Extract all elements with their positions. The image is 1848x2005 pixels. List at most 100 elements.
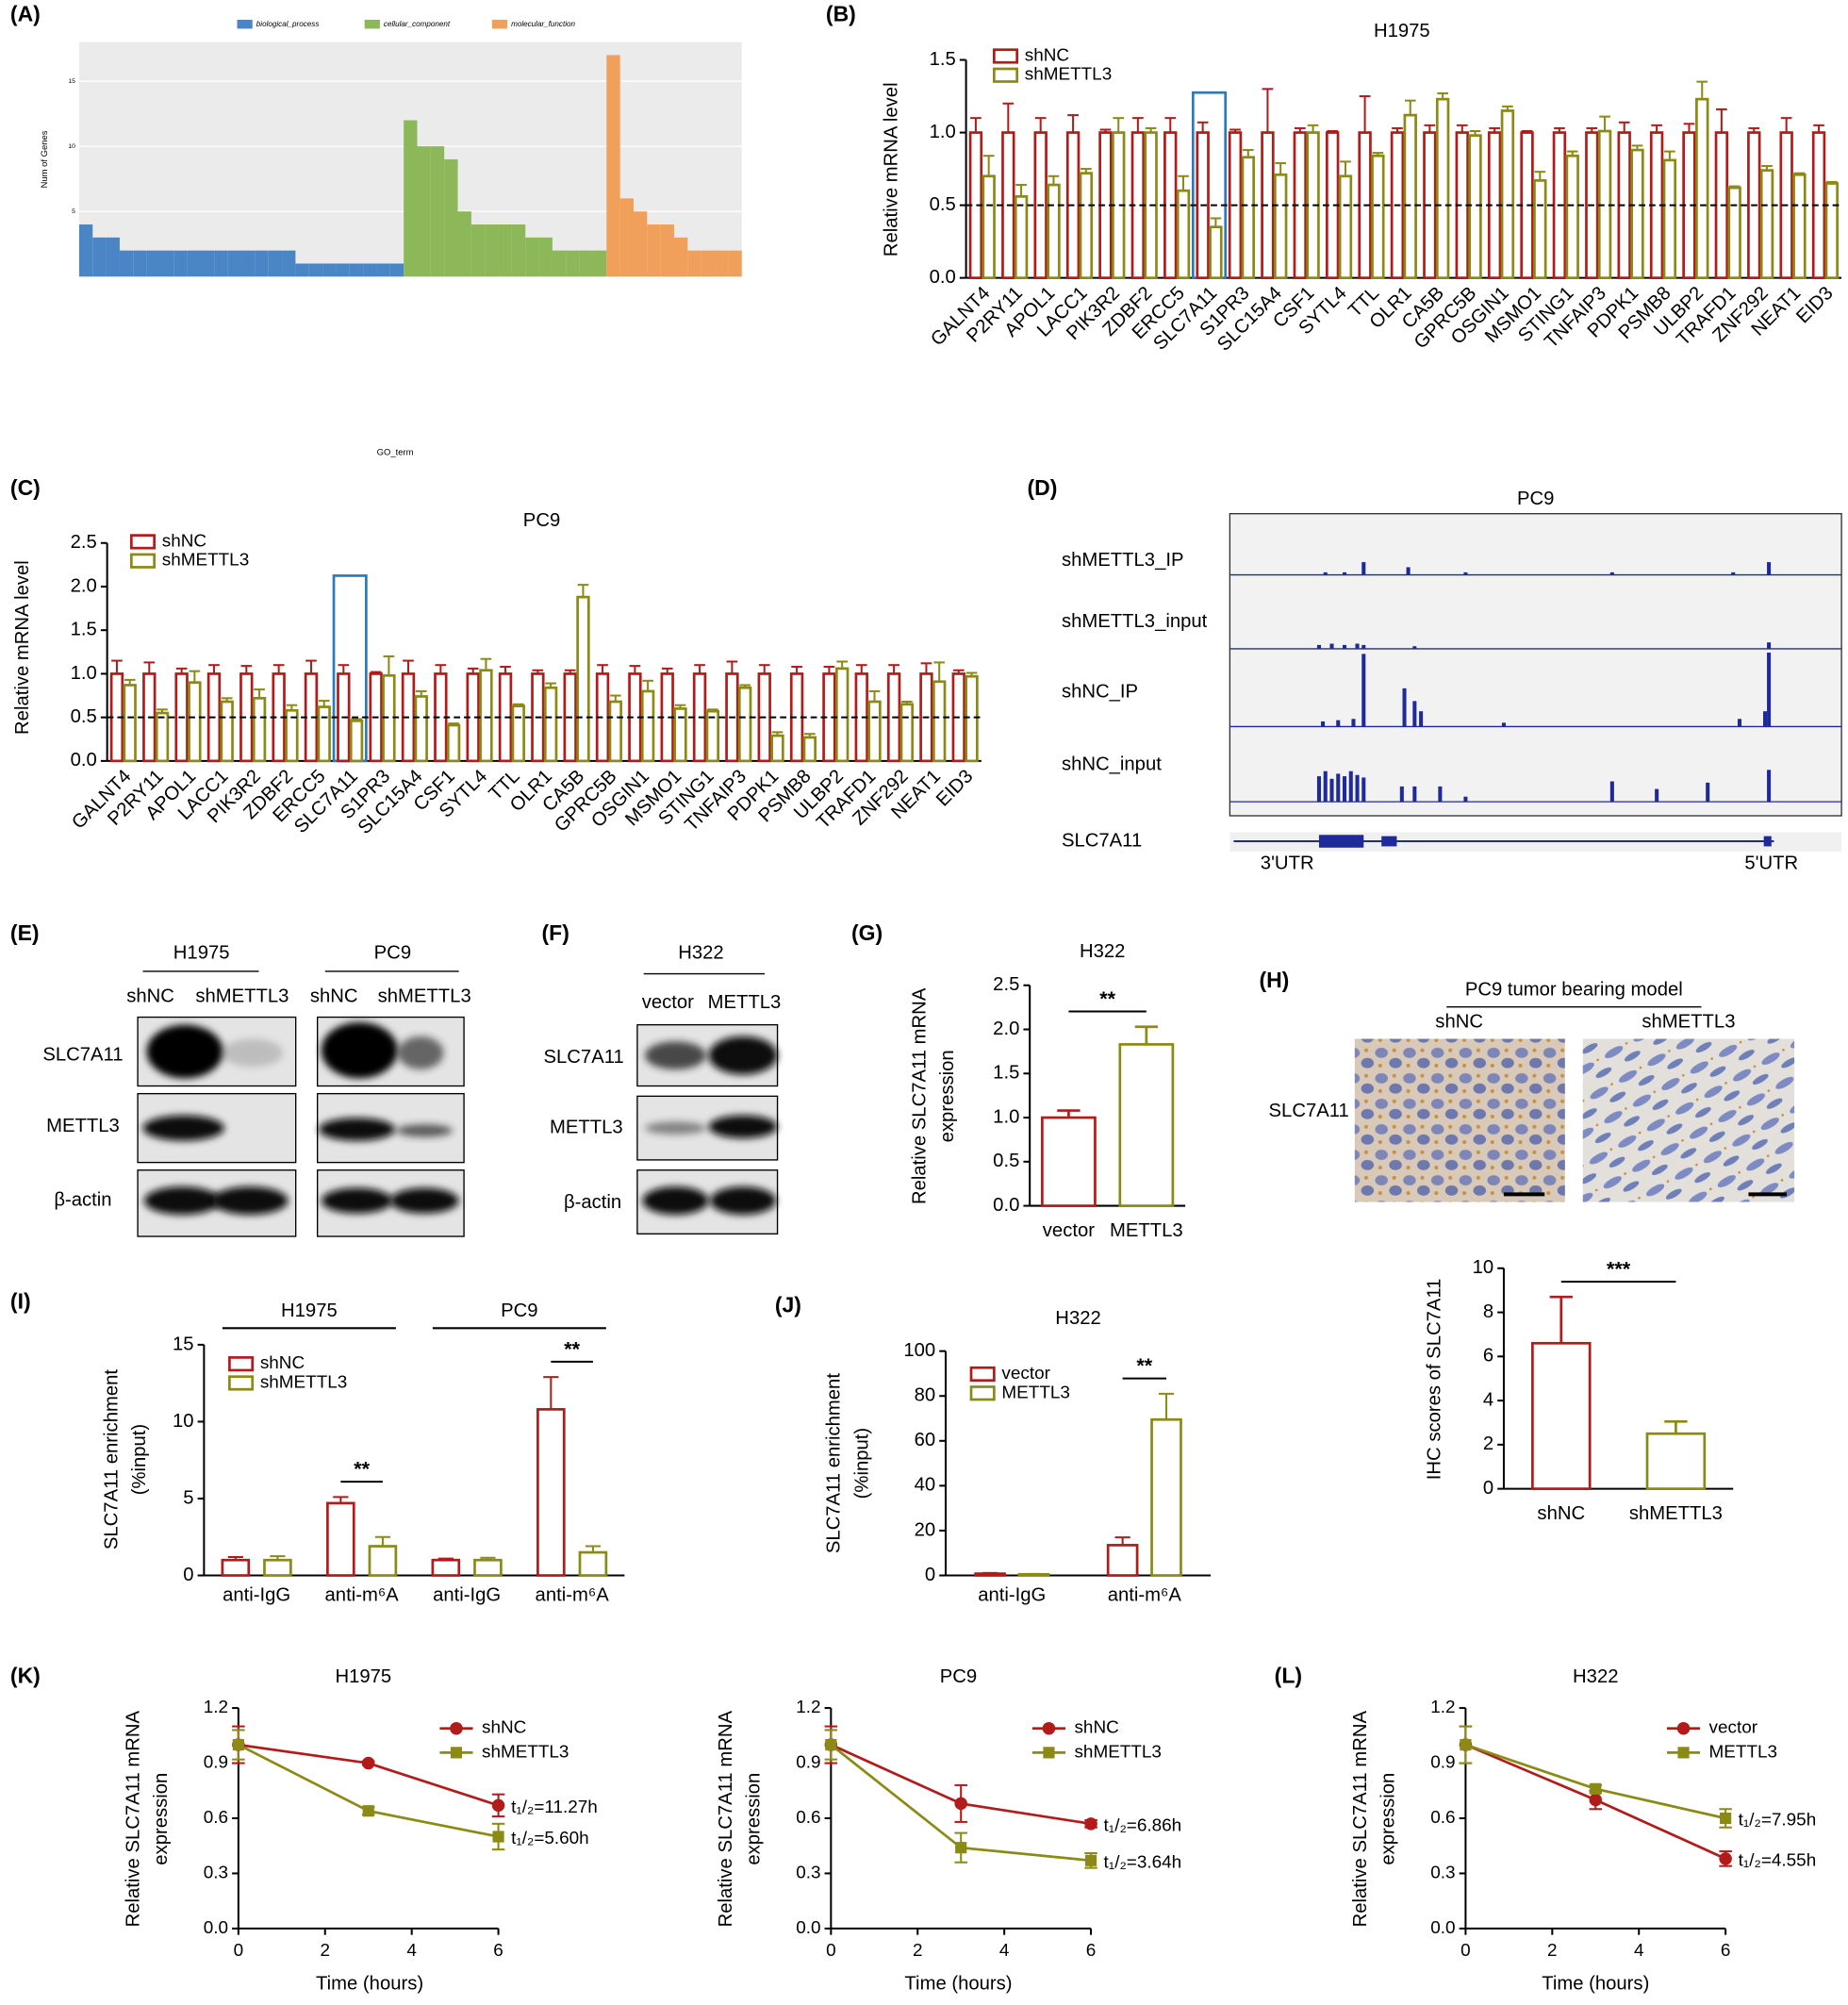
y-axis-label: Relative mRNA level bbox=[882, 82, 902, 257]
annotation: t₁/₂=11.27h bbox=[511, 1798, 598, 1817]
bar bbox=[1435, 97, 1450, 279]
coverage-peak bbox=[1767, 652, 1772, 727]
coverage-peak bbox=[1767, 642, 1772, 649]
bar bbox=[687, 250, 701, 277]
row-label: β-actin bbox=[564, 1192, 621, 1213]
y-axis-label: expression bbox=[937, 1050, 958, 1142]
y-axis-label: Relative SLC7A11 mRNA bbox=[123, 1710, 143, 1927]
marker bbox=[1719, 1852, 1732, 1865]
bar bbox=[566, 250, 580, 277]
blot-images bbox=[636, 1023, 779, 1234]
legend-label: molecular_function bbox=[511, 20, 575, 28]
coverage-peak bbox=[1763, 711, 1768, 727]
y-axis-label: expression bbox=[1378, 1773, 1399, 1865]
y-tick-label: 0.3 bbox=[1430, 1863, 1455, 1882]
bar bbox=[336, 263, 350, 277]
bar bbox=[633, 211, 648, 277]
y-tick-label: 100 bbox=[903, 1340, 935, 1361]
bar bbox=[1403, 113, 1417, 279]
bar bbox=[498, 224, 512, 277]
bar bbox=[1759, 169, 1774, 279]
coverage-peak bbox=[1336, 720, 1341, 727]
bar bbox=[1047, 183, 1061, 279]
marker bbox=[954, 1797, 967, 1811]
bar bbox=[674, 237, 688, 277]
y-axis-label: IHC scores of SLC7A11 bbox=[1424, 1279, 1444, 1481]
y-tick-label: 0.3 bbox=[796, 1863, 820, 1882]
ihc-row: SLC7A11 bbox=[1269, 1101, 1349, 1121]
blot-images bbox=[137, 1016, 465, 1237]
y-tick-label: 1.5 bbox=[930, 49, 956, 70]
y-tick-label: 0.6 bbox=[204, 1808, 228, 1828]
x-tick-label: 2 bbox=[1547, 1941, 1558, 1961]
panel-label: (I) bbox=[10, 1288, 31, 1313]
y-tick-label: 0.0 bbox=[993, 1195, 1019, 1216]
bar bbox=[1241, 156, 1255, 279]
coverage-peak bbox=[1463, 796, 1468, 803]
legend-label: vector bbox=[1001, 1364, 1050, 1384]
bar bbox=[201, 250, 215, 277]
bar bbox=[737, 686, 752, 763]
x-tick-label: 2 bbox=[913, 1941, 923, 1961]
row-label: METTL3 bbox=[46, 1116, 120, 1136]
ihc-group: shNC bbox=[1435, 1011, 1483, 1032]
x-tick-label: 4 bbox=[999, 1941, 1010, 1961]
bar bbox=[673, 707, 687, 763]
bar bbox=[525, 237, 539, 277]
marker bbox=[1084, 1817, 1097, 1831]
bar bbox=[543, 686, 558, 763]
bar bbox=[295, 263, 309, 277]
ihc-group: shMETTL3 bbox=[1642, 1011, 1735, 1032]
row-label: METTL3 bbox=[550, 1117, 623, 1137]
coverage-peak bbox=[1316, 644, 1322, 649]
x-axis-label: Time (hours) bbox=[1542, 1974, 1649, 1995]
row-label: β-actin bbox=[54, 1190, 111, 1211]
chart-title: H322 bbox=[1573, 1666, 1618, 1687]
bar bbox=[106, 237, 120, 277]
y-axis-label: (%input) bbox=[851, 1428, 872, 1499]
lane-label: vector bbox=[642, 992, 694, 1013]
legend-marker bbox=[1676, 1721, 1691, 1735]
bar bbox=[640, 689, 655, 763]
coverage-peak bbox=[1767, 770, 1772, 803]
bar bbox=[1565, 154, 1579, 279]
y-tick-label: 10 bbox=[68, 143, 75, 150]
x-tick-label: shNC bbox=[1537, 1503, 1585, 1524]
bar bbox=[982, 174, 996, 279]
bar bbox=[579, 250, 593, 277]
x-axis-label: GO_term bbox=[377, 447, 414, 457]
legend-swatch bbox=[992, 48, 1019, 64]
coverage-peak bbox=[1501, 722, 1506, 727]
bar bbox=[133, 250, 147, 277]
y-tick-label: 20 bbox=[915, 1519, 936, 1540]
bar bbox=[326, 1501, 355, 1577]
chart-title: H322 bbox=[1055, 1308, 1100, 1329]
bar bbox=[404, 120, 418, 277]
ihc-images: PC9 tumor bearing model shNC shMETTL3 SL… bbox=[1269, 980, 1795, 1202]
legend-label: biological_process bbox=[256, 20, 320, 28]
y-axis-label: SLC7A11 enrichment bbox=[824, 1373, 845, 1553]
y-axis-label: SLC7A11 enrichment bbox=[101, 1369, 122, 1549]
coverage-peak bbox=[1329, 778, 1334, 803]
bar bbox=[470, 224, 486, 277]
y-axis-label: Relative mRNA level bbox=[12, 560, 33, 735]
bar bbox=[647, 224, 661, 277]
track-label: shMETTL3_IP bbox=[1062, 550, 1184, 571]
legend-label: shNC bbox=[1025, 45, 1069, 65]
annotation: t₁/₂=6.86h bbox=[1104, 1816, 1182, 1836]
panel-label: (B) bbox=[826, 1, 856, 25]
annotation: t₁/₂=5.60h bbox=[511, 1829, 589, 1848]
bar bbox=[1106, 1544, 1139, 1577]
legend-label: shMETTL3 bbox=[482, 1742, 569, 1762]
bar bbox=[1176, 189, 1191, 279]
chart-title: H1975 bbox=[335, 1666, 391, 1687]
coverage-tracks: PC9 shMETTL3_IP shMETTL3_input shNC_IP s… bbox=[1062, 489, 1842, 874]
coverage-peak bbox=[1336, 773, 1341, 803]
y-tick-label: 8 bbox=[1483, 1301, 1493, 1322]
y-tick-label: 6 bbox=[1483, 1346, 1493, 1367]
bar bbox=[715, 250, 729, 277]
legend-label: shMETTL3 bbox=[1074, 1742, 1161, 1762]
bar bbox=[899, 703, 915, 763]
cell-line: H322 bbox=[678, 942, 723, 963]
bar bbox=[155, 711, 170, 763]
